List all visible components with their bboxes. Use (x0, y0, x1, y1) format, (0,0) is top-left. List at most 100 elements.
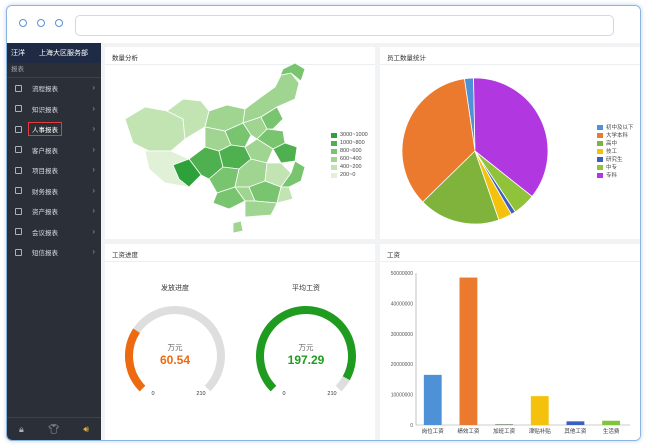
chevron-right-icon: › (92, 144, 95, 154)
legend-item[interactable]: 800~600 (331, 147, 368, 155)
legend-label: 200~0 (340, 172, 356, 178)
bar[interactable] (459, 277, 478, 425)
bar[interactable] (530, 396, 549, 425)
legend-item[interactable]: 600~400 (331, 155, 368, 163)
legend-item[interactable]: 3000~1000 (331, 131, 368, 139)
legend-item[interactable]: 中专 (597, 163, 634, 171)
section-label: 报表 (7, 63, 101, 78)
map-region[interactable] (272, 142, 298, 164)
map-region[interactable] (274, 62, 306, 88)
legend-item[interactable]: 1000~800 (331, 139, 368, 147)
china-map[interactable] (105, 47, 375, 239)
pie-slice[interactable] (422, 150, 500, 225)
y-tick-label: 50000000 (391, 271, 413, 277)
sidebar-item[interactable]: 流程报表 › (7, 78, 101, 99)
legend-label: 技工 (606, 149, 618, 155)
sms-icon (15, 248, 22, 256)
pie-slice[interactable] (401, 78, 476, 203)
map-region[interactable] (232, 220, 244, 234)
panel-title: 员工数量统计 (387, 55, 426, 62)
bar[interactable] (566, 421, 585, 425)
panel-title: 数量分析 (112, 55, 138, 62)
map-legend: 3000~1000 1000~800 800~600 600~400 400~200 20… (331, 131, 368, 179)
window-dot-icon[interactable] (37, 19, 45, 27)
legend-swatch (331, 164, 337, 170)
legend-item[interactable]: 高中 (597, 139, 634, 147)
address-bar[interactable] (75, 15, 614, 36)
sidebar-item-label: 流程报表 (32, 86, 58, 94)
legend-label: 高中 (606, 141, 618, 147)
sidebar-item[interactable]: 资产报表 › (7, 201, 101, 222)
chevron-right-icon: › (92, 165, 95, 174)
legend-item[interactable]: 专科 (597, 171, 634, 179)
chevron-right-icon: › (92, 124, 95, 133)
shirt-icon[interactable]: 👕︎ (47, 423, 60, 434)
org-name: 上海大区服务部 (39, 50, 88, 57)
sidebar-item[interactable]: 会议报表 › (7, 222, 101, 243)
legend-item[interactable]: 大学本科 (597, 131, 634, 139)
title-bar (7, 6, 640, 43)
y-tick-label: 0 (410, 423, 413, 429)
gauge-label: 平均工资 (292, 283, 320, 292)
legend-label: 1000~800 (340, 140, 365, 146)
sidebar-item[interactable]: 知识报表 › (7, 99, 101, 120)
window-dot-icon[interactable] (55, 19, 63, 27)
sidebar-item[interactable]: 客户报表 › (7, 140, 101, 161)
person-doc-icon (15, 125, 22, 133)
legend-item[interactable]: 400~200 (331, 163, 368, 171)
chevron-right-icon: › (92, 247, 95, 256)
user-name[interactable]: 汪洋 (11, 50, 25, 57)
bar-chart[interactable]: 0 10000000 20000000 30000000 40000000 5000000… (380, 244, 640, 440)
legend-label: 中专 (606, 165, 618, 171)
map-region[interactable] (276, 186, 294, 204)
map-region[interactable] (172, 158, 202, 188)
y-tick-label: 40000000 (391, 301, 413, 307)
bar[interactable] (602, 420, 621, 425)
legend-label: 3000~1000 (340, 132, 368, 138)
pie-slice[interactable] (473, 77, 549, 197)
chevron-right-icon: › (92, 185, 95, 195)
legend-item[interactable]: 研究生 (597, 155, 634, 163)
chevron-right-icon: › (92, 83, 95, 92)
legend-swatch (331, 148, 337, 154)
legend-item[interactable]: 200~0 (331, 171, 368, 179)
sidebar-item-label: 知识报表 (32, 106, 58, 114)
lock-icon[interactable]: 🔒︎ (19, 423, 24, 434)
legend-item[interactable]: 初中及以下 (597, 123, 634, 131)
speaker-icon[interactable]: 🔊︎ (83, 423, 89, 434)
map-region[interactable] (244, 200, 278, 218)
sidebar-item[interactable]: 项目报表 › (7, 160, 101, 181)
chevron-right-icon: › (92, 103, 95, 113)
y-tick-label: 20000000 (391, 362, 413, 368)
x-tick-label: 岗位工资 (422, 427, 445, 435)
legend-item[interactable]: 技工 (597, 147, 634, 155)
bar[interactable] (495, 424, 514, 425)
legend-swatch (331, 140, 337, 146)
legend-label: 专科 (606, 173, 618, 179)
x-tick-label: 其他工资 (564, 427, 587, 435)
map-region[interactable] (244, 138, 274, 164)
x-tick-label: 生活费 (603, 427, 620, 435)
map-region[interactable] (212, 186, 246, 210)
legend-label: 800~600 (340, 148, 362, 154)
legend-swatch (597, 140, 603, 146)
window-dot-icon[interactable] (19, 19, 27, 27)
map-region[interactable] (224, 122, 252, 148)
map-region[interactable] (260, 106, 284, 130)
pie-chart[interactable] (380, 47, 640, 239)
sidebar-item[interactable]: 财务报表 › (7, 181, 101, 202)
legend-label: 400~200 (340, 164, 362, 170)
gauge-min: 0 (151, 391, 154, 397)
legend-swatch (331, 132, 337, 138)
x-tick-label: 津贴补贴 (529, 427, 552, 435)
doc-icon (15, 105, 22, 113)
gauge-unit: 万元 (168, 343, 183, 352)
sidebar-item[interactable]: 短信报表 › (7, 242, 101, 263)
bar[interactable] (423, 374, 442, 425)
app-window: 汪洋 上海大区服务部 报表 流程报表 › 知识报表 › 人事报表 › 客户报表 › 项目报表 › 财… (6, 5, 641, 441)
sidebar-item[interactable]: 人事报表 › (7, 119, 101, 140)
y-tick-label: 10000000 (391, 393, 413, 399)
gauge-arc (256, 306, 356, 392)
gauge-label: 发放进度 (161, 283, 189, 292)
